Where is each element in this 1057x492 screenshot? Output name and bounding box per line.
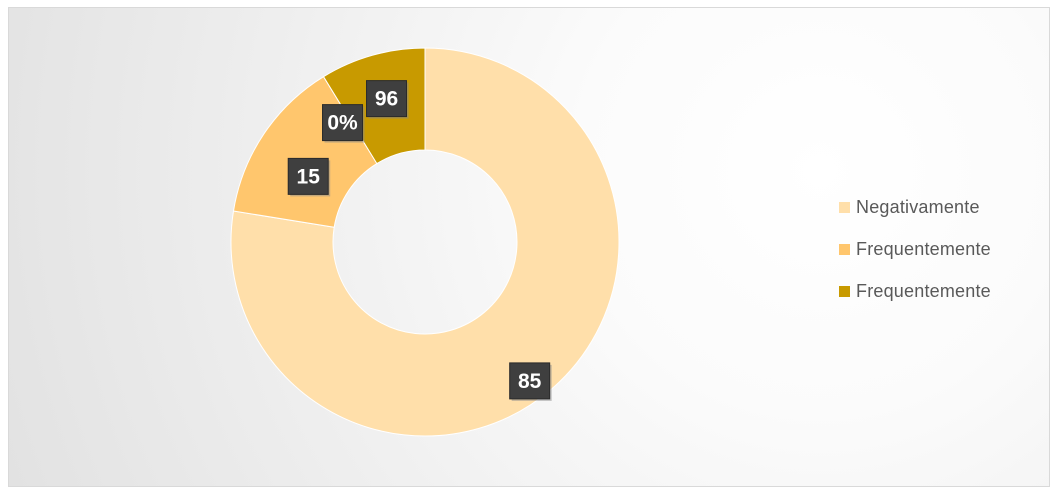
data-label-4: 0%	[322, 104, 365, 143]
data-label-1-text: 85	[518, 370, 542, 393]
data-label-1-box	[509, 362, 551, 400]
data-label-3-box	[366, 80, 408, 118]
chart-area: 85 15 96 0% Negativamente Frequentemente Fr…	[8, 7, 1050, 487]
legend-label-1: Negativamente	[856, 196, 980, 217]
legend-swatch-1	[839, 201, 850, 213]
legend-item-3: Frequentemente	[839, 270, 1049, 312]
legend-label-2: Frequentemente	[856, 238, 991, 259]
data-label-2-box	[287, 157, 329, 195]
legend-swatch-2	[839, 243, 850, 255]
legend-item-2: Frequentemente	[839, 228, 1049, 270]
legend-label-3: Frequentemente	[856, 280, 991, 301]
data-label-2: 15	[287, 157, 331, 197]
data-labels: 85 15 96 0%	[287, 80, 552, 401]
legend-item-1: Negativamente	[839, 186, 1049, 228]
data-label-4-box	[322, 104, 364, 142]
data-label-4-text: 0%	[327, 112, 358, 135]
legend-swatch-3	[839, 285, 850, 297]
legend: Negativamente Frequentemente Frequenteme…	[839, 186, 1049, 312]
donut-slices	[230, 47, 620, 437]
donut-slice-1	[230, 47, 620, 437]
data-label-3-text: 96	[375, 88, 398, 111]
data-label-1: 85	[509, 362, 552, 401]
data-label-2-text: 15	[297, 165, 321, 188]
data-label-3: 96	[366, 80, 409, 119]
donut-chart: 85 15 96 0%	[230, 47, 620, 437]
